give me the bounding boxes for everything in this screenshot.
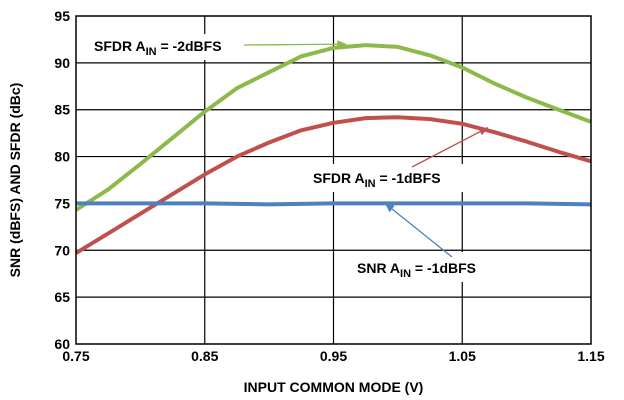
y-axis-label: SNR (dBFS) AND SFDR (dBc) (7, 83, 23, 278)
series-annotation-0: SFDR AIN = -2dBFS (90, 34, 347, 60)
series-annotation-1: SFDR AIN = -1dBFS (302, 126, 500, 192)
annotation-leader-line (243, 43, 347, 46)
annotation-label-subscript: IN (146, 46, 157, 58)
y-tick-label: 65 (54, 289, 70, 305)
annotation-label-subscript: IN (365, 178, 376, 190)
annotation-leader-line (384, 202, 453, 258)
annotation-arrowhead (478, 127, 488, 136)
series-annotation-2: SNR AIN = -1dBFS (352, 202, 542, 282)
y-tick-label: 85 (54, 102, 70, 118)
x-axis-ticks: 0.75 0.85 0.95 1.05 1.15 (62, 348, 604, 364)
plot-frame (75, 15, 592, 345)
x-tick-label: 1.05 (449, 348, 476, 364)
series-line-2 (76, 201, 592, 207)
series-lines (74, 43, 592, 255)
annotation-label-main: SFDR A (94, 38, 146, 54)
annotation-background (302, 164, 500, 192)
annotation-background (90, 34, 250, 60)
y-tick-label: 75 (54, 195, 70, 211)
annotation-label: SFDR AIN = -2dBFS (94, 38, 222, 58)
y-tick-label: 95 (54, 8, 70, 24)
y-tick-label: 70 (54, 242, 70, 258)
annotation-arrowhead (385, 203, 395, 213)
annotation-label-main: SFDR A (313, 170, 365, 186)
annotation-label-tail: = -2dBFS (157, 38, 222, 54)
x-tick-label: 1.15 (577, 348, 604, 364)
annotation-leader-line (411, 126, 489, 168)
annotation-background (352, 252, 542, 282)
annotation-label: SNR AIN = -1dBFS (357, 260, 476, 280)
x-tick-label: 0.85 (191, 348, 218, 364)
annotation-label-tail: = -1dBFS (376, 170, 441, 186)
x-tick-label: 0.75 (62, 348, 89, 364)
x-axis-label: INPUT COMMON MODE (V) (244, 379, 424, 395)
annotation-label-subscript: IN (400, 268, 411, 280)
series-line-0 (74, 43, 592, 212)
x-tick-label: 0.95 (320, 348, 347, 364)
y-tick-label: 90 (54, 55, 70, 71)
annotation-label: SFDR AIN = -1dBFS (313, 170, 441, 190)
annotation-arrowhead (337, 40, 347, 49)
y-tick-label: 60 (54, 336, 70, 352)
annotation-label-tail: = -1dBFS (411, 260, 476, 276)
series-line-1 (74, 115, 592, 255)
y-tick-label: 80 (54, 149, 70, 165)
y-axis-ticks: 60 65 70 75 80 85 90 95 (54, 8, 70, 352)
annotation-label-main: SNR A (357, 260, 400, 276)
